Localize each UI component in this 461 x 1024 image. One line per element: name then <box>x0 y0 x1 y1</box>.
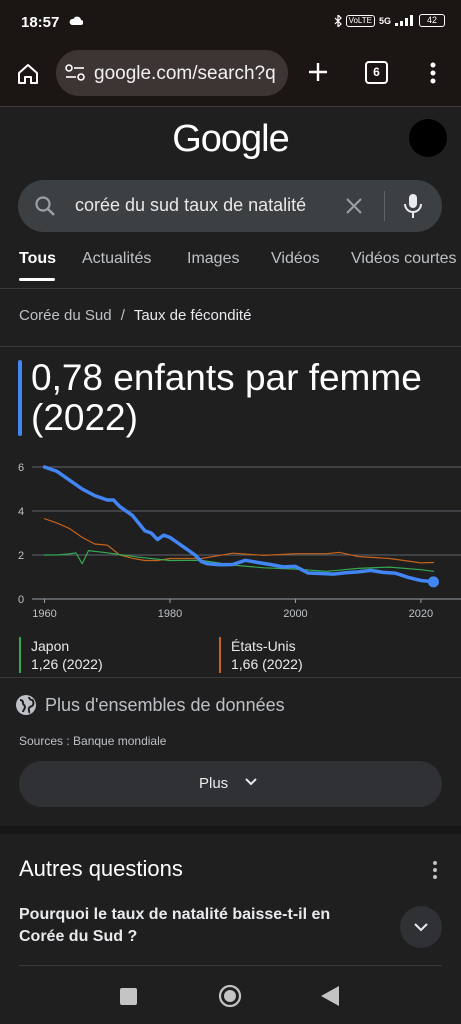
home-icon[interactable] <box>16 62 40 86</box>
status-bar: 18:57 VoLTE 5G 42 <box>0 0 461 48</box>
series-line-japon <box>43 550 435 572</box>
search-tabs: Tous Actualités Images Vidéos Vidéos cou… <box>0 248 461 289</box>
home-nav-icon[interactable] <box>218 984 242 1008</box>
avatar[interactable] <box>409 119 447 157</box>
divider <box>19 965 442 966</box>
tabs-icon[interactable]: 6 <box>365 61 388 84</box>
browser-toolbar: google.com/search?q 6 <box>0 48 461 107</box>
chevron-down-icon <box>414 923 428 932</box>
clear-icon[interactable] <box>344 196 364 216</box>
cloud-icon <box>69 16 83 25</box>
network-type: 5G <box>378 15 391 26</box>
y-tick-6: 6 <box>18 462 24 474</box>
status-time: 18:57 <box>21 14 60 31</box>
battery-indicator: 42 <box>419 14 445 27</box>
breadcrumb: Corée du Sud / Taux de fécondité <box>19 307 251 324</box>
legend-japon[interactable]: Japon 1,26 (2022) <box>19 637 199 673</box>
search-divider <box>384 191 385 221</box>
breadcrumb-current: Taux de fécondité <box>133 307 252 324</box>
chevron-down-icon <box>245 778 257 786</box>
active-tab-indicator <box>19 278 55 281</box>
series-line-coree-du-sud <box>42 465 436 584</box>
bluetooth-icon <box>334 14 342 27</box>
series-line-etats-unis <box>43 518 435 564</box>
other-questions-title: Autres questions <box>19 856 183 881</box>
divider <box>0 677 461 678</box>
legend-etats-unis-name: États-Unis <box>231 638 296 654</box>
address-bar[interactable]: google.com/search?q <box>56 50 288 96</box>
breadcrumb-separator: / <box>120 307 125 324</box>
legend-japon-name: Japon <box>31 638 70 654</box>
google-logo[interactable]: Google <box>172 118 290 160</box>
volte-badge: VoLTE <box>345 14 375 27</box>
search-icon <box>35 196 55 216</box>
legend-etats-unis-value: 1,66 (2022) <box>231 656 303 672</box>
kebab-icon[interactable] <box>430 859 440 881</box>
section-gap <box>0 826 461 834</box>
system-nav-bar <box>0 968 461 1024</box>
x-tick-1960: 1960 <box>32 608 56 620</box>
globe-icon <box>16 695 36 715</box>
y-tick-2: 2 <box>18 550 24 562</box>
question-item[interactable]: Pourquoi le taux de natalité baisse-t-il… <box>19 906 331 945</box>
divider <box>0 346 461 347</box>
back-icon[interactable] <box>321 986 339 1006</box>
url-text[interactable]: google.com/search?q <box>94 63 276 84</box>
answer-accent-bar <box>18 360 22 436</box>
legend-japon-swatch <box>19 637 21 673</box>
mic-icon[interactable] <box>403 193 423 219</box>
x-tick-2000: 2000 <box>283 608 307 620</box>
answer-headline: 0,78 enfants par femme (2022) <box>31 357 422 438</box>
tab-actualites[interactable]: Actualités <box>82 250 152 267</box>
end-point-marker <box>427 576 439 588</box>
tab-videos-courtes[interactable]: Vidéos courtes <box>351 250 457 267</box>
legend-japon-value: 1,26 (2022) <box>31 656 103 672</box>
new-tab-icon[interactable] <box>306 60 330 84</box>
menu-icon[interactable] <box>423 60 443 86</box>
sources-text: Sources : Banque mondiale <box>19 734 167 748</box>
signal-icon <box>395 15 413 26</box>
site-settings-icon[interactable] <box>65 64 85 82</box>
fertility-chart: 0 2 4 6 1960 1980 2000 2020 <box>18 462 461 620</box>
breadcrumb-parent[interactable]: Corée du Sud <box>19 307 112 324</box>
legend-etats-unis[interactable]: États-Unis 1,66 (2022) <box>219 637 399 673</box>
more-datasets-link[interactable]: Plus d'ensembles de données <box>45 695 285 715</box>
tab-tous[interactable]: Tous <box>19 250 57 267</box>
search-box[interactable]: corée du sud taux de natalité <box>18 180 442 232</box>
status-icons: VoLTE 5G 42 <box>334 14 445 27</box>
x-tick-1980: 1980 <box>158 608 182 620</box>
recents-icon[interactable] <box>120 988 137 1005</box>
legend-etats-unis-swatch <box>219 637 221 673</box>
question-expand-button[interactable] <box>400 906 442 948</box>
tab-images[interactable]: Images <box>187 250 240 267</box>
search-input[interactable]: corée du sud taux de natalité <box>75 195 307 215</box>
x-tick-2020: 2020 <box>409 608 433 620</box>
more-button-label: Plus <box>199 775 229 792</box>
more-button[interactable]: Plus <box>19 761 442 807</box>
y-tick-0: 0 <box>18 594 24 606</box>
tab-videos[interactable]: Vidéos <box>271 250 320 267</box>
y-tick-4: 4 <box>18 506 24 518</box>
